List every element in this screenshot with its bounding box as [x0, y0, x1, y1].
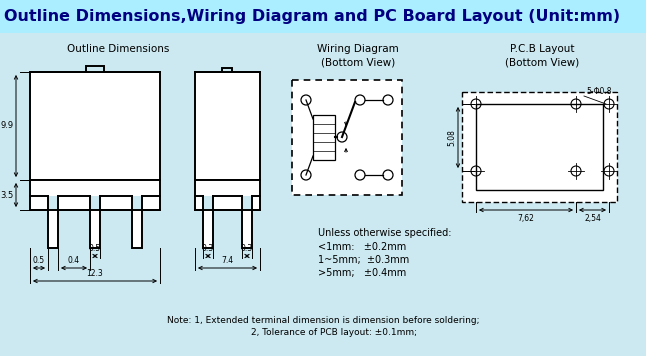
Text: Outline Dimensions,Wiring Diagram and PC Board Layout (Unit:mm): Outline Dimensions,Wiring Diagram and PC… [4, 9, 620, 24]
Text: 12.3: 12.3 [87, 269, 103, 278]
Bar [0, 0, 646, 33]
Bar [462, 92, 617, 202]
Text: Unless otherwise specified:: Unless otherwise specified: [318, 228, 452, 238]
Bar [90, 210, 100, 248]
Text: Outline Dimensions: Outline Dimensions [67, 44, 169, 54]
Bar [86, 66, 104, 72]
Text: Wiring Diagram
(Bottom View): Wiring Diagram (Bottom View) [317, 44, 399, 67]
Text: 9.9: 9.9 [1, 121, 14, 131]
Bar [195, 72, 260, 180]
Text: 0.5: 0.5 [89, 244, 101, 253]
Bar [242, 196, 252, 210]
Bar [195, 180, 260, 210]
Bar [203, 210, 213, 248]
Bar [30, 72, 160, 180]
Bar [313, 115, 335, 160]
Text: 1~5mm;  ±0.3mm: 1~5mm; ±0.3mm [318, 255, 410, 265]
Text: <1mm:   ±0.2mm: <1mm: ±0.2mm [318, 242, 406, 252]
Text: 2,54: 2,54 [584, 214, 601, 223]
Text: 5.08: 5.08 [447, 129, 456, 146]
Text: 0.5: 0.5 [33, 256, 45, 265]
Text: 0.3: 0.3 [241, 244, 253, 253]
Bar [48, 196, 58, 210]
Bar [242, 210, 252, 248]
Text: 2, Tolerance of PCB layout: ±0.1mm;: 2, Tolerance of PCB layout: ±0.1mm; [229, 328, 417, 337]
Bar [132, 210, 142, 248]
Bar [30, 180, 160, 210]
Text: 0.4: 0.4 [68, 256, 80, 265]
Text: P.C.B Layout
(Bottom View): P.C.B Layout (Bottom View) [505, 44, 579, 67]
Text: 7.4: 7.4 [222, 256, 234, 265]
Text: Note: 1, Extended terminal dimension is dimension before soldering;: Note: 1, Extended terminal dimension is … [167, 316, 479, 325]
Bar [132, 196, 142, 210]
Bar [476, 104, 603, 190]
Bar [292, 80, 402, 195]
Text: 5-Φ0.8: 5-Φ0.8 [586, 87, 612, 96]
Bar [222, 68, 232, 72]
Bar [203, 196, 213, 210]
Text: 0.3: 0.3 [202, 244, 214, 253]
Text: 3.5: 3.5 [1, 190, 14, 199]
Bar [48, 210, 58, 248]
Text: 7,62: 7,62 [517, 214, 534, 223]
Bar [90, 196, 100, 210]
Text: >5mm;   ±0.4mm: >5mm; ±0.4mm [318, 268, 406, 278]
